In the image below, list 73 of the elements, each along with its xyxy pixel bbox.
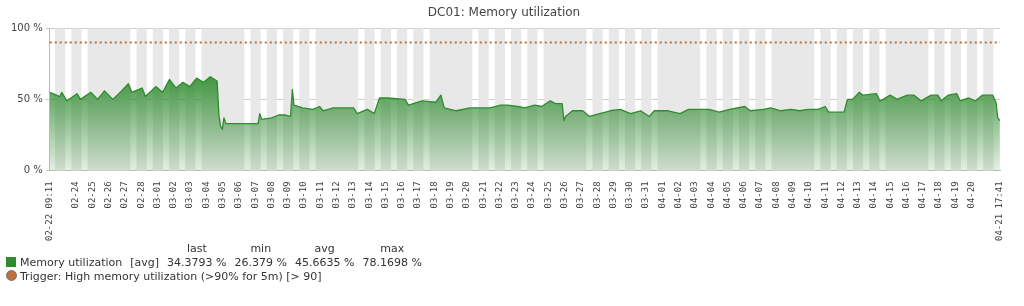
x-tick-label: 03-11 xyxy=(314,181,325,209)
x-tick-label: 03-04 xyxy=(200,181,211,209)
x-tick-label: 04-10 xyxy=(803,181,814,209)
x-tick-label: 04-04 xyxy=(705,181,716,209)
x-tick-label: 03-25 xyxy=(542,181,553,209)
text: max xyxy=(379,242,406,256)
x-tick-label: 03-27 xyxy=(575,181,586,209)
x-tick-label: 03-17 xyxy=(412,181,423,209)
x-tick-label: 03-23 xyxy=(510,181,521,209)
x-tick-label: 04-15 xyxy=(884,181,895,209)
legend-label: Memory utilization xyxy=(19,256,124,270)
x-tick-label: 03-09 xyxy=(282,181,293,209)
x-tick-label: 03-20 xyxy=(461,181,472,209)
text: min xyxy=(249,242,273,256)
x-tick-label: 04-03 xyxy=(689,181,700,209)
legend-label: Trigger: High memory utilization (>90% for 5m) [> 90] xyxy=(19,270,323,284)
x-tick-label: 03-05 xyxy=(217,181,227,209)
x-tick-label: 03-24 xyxy=(526,181,537,209)
x-tick-label: 03-30 xyxy=(624,181,635,209)
x-tick-label: 03-12 xyxy=(330,181,341,209)
x-tick-label: 04-18 xyxy=(933,181,944,209)
text: 34.3793 % xyxy=(167,256,228,270)
x-tick-label: 02-22 09:11 xyxy=(44,181,55,242)
text: [avg] xyxy=(130,256,161,270)
x-tick-label: 04-16 xyxy=(900,181,911,209)
x-tick-label: 04-09 xyxy=(786,181,797,209)
x-tick-label: 03-26 xyxy=(558,181,569,209)
x-tick-label: 02-24 xyxy=(70,181,81,209)
x-tick-label: 04-07 xyxy=(754,181,765,209)
x-tick-label: 03-18 xyxy=(428,181,439,209)
x-tick-label: 04-21 17:41 xyxy=(994,181,1005,242)
x-tick-label: 02-28 xyxy=(135,181,146,209)
y-tick-label: 50 % xyxy=(17,92,43,104)
x-tick-label: 03-22 xyxy=(493,181,504,209)
text: 45.6635 % xyxy=(295,256,356,270)
x-tick-label: 04-05 xyxy=(721,181,732,209)
x-tick-label: 04-13 xyxy=(852,181,863,209)
x-tick-label: 02-25 xyxy=(86,181,97,209)
x-tick-label: 03-31 xyxy=(640,181,651,209)
text: avg xyxy=(313,242,336,256)
x-tick-label: 03-14 xyxy=(363,181,374,209)
x-tick-label: 03-13 xyxy=(347,181,358,209)
text: last xyxy=(185,242,208,256)
x-tick-label: 04-12 xyxy=(835,181,846,209)
x-tick-label: 04-01 xyxy=(656,181,667,209)
x-tick-label: 04-08 xyxy=(770,181,781,209)
y-tick-label: 100 % xyxy=(10,21,43,33)
x-tick-label: 04-02 xyxy=(672,181,683,209)
x-tick-label: 02-26 xyxy=(103,181,114,209)
x-tick-label: 03-21 xyxy=(477,181,488,209)
text: 78.1698 % xyxy=(362,256,423,270)
x-tick-label: 03-10 xyxy=(298,181,309,209)
y-tick-label: 0 % xyxy=(23,163,43,175)
x-tick-label: 03-01 xyxy=(151,181,162,209)
x-tick-label: 03-03 xyxy=(184,181,195,209)
chart-title: DC01: Memory utilization xyxy=(427,5,581,20)
x-tick-label: 03-29 xyxy=(607,181,618,209)
x-tick-label: 03-07 xyxy=(249,181,260,209)
x-tick-label: 04-14 xyxy=(868,181,879,209)
text: 26.379 % xyxy=(234,256,288,270)
x-tick-label: 03-19 xyxy=(444,181,455,209)
x-tick-label: 03-06 xyxy=(233,181,244,209)
x-tick-label: 03-28 xyxy=(591,181,602,209)
x-tick-label: 03-16 xyxy=(396,181,407,209)
x-tick-label: 03-15 xyxy=(379,181,390,209)
x-tick-label: 04-06 xyxy=(738,181,749,209)
x-tick-label: 04-17 xyxy=(917,181,928,209)
x-tick-label: 04-11 xyxy=(819,181,830,209)
x-tick-label: 03-02 xyxy=(168,181,179,209)
x-tick-label: 04-20 xyxy=(966,181,977,209)
x-tick-label: 04-19 xyxy=(949,181,960,209)
x-tick-label: 02-27 xyxy=(119,181,130,209)
x-tick-label: 03-08 xyxy=(265,181,276,209)
